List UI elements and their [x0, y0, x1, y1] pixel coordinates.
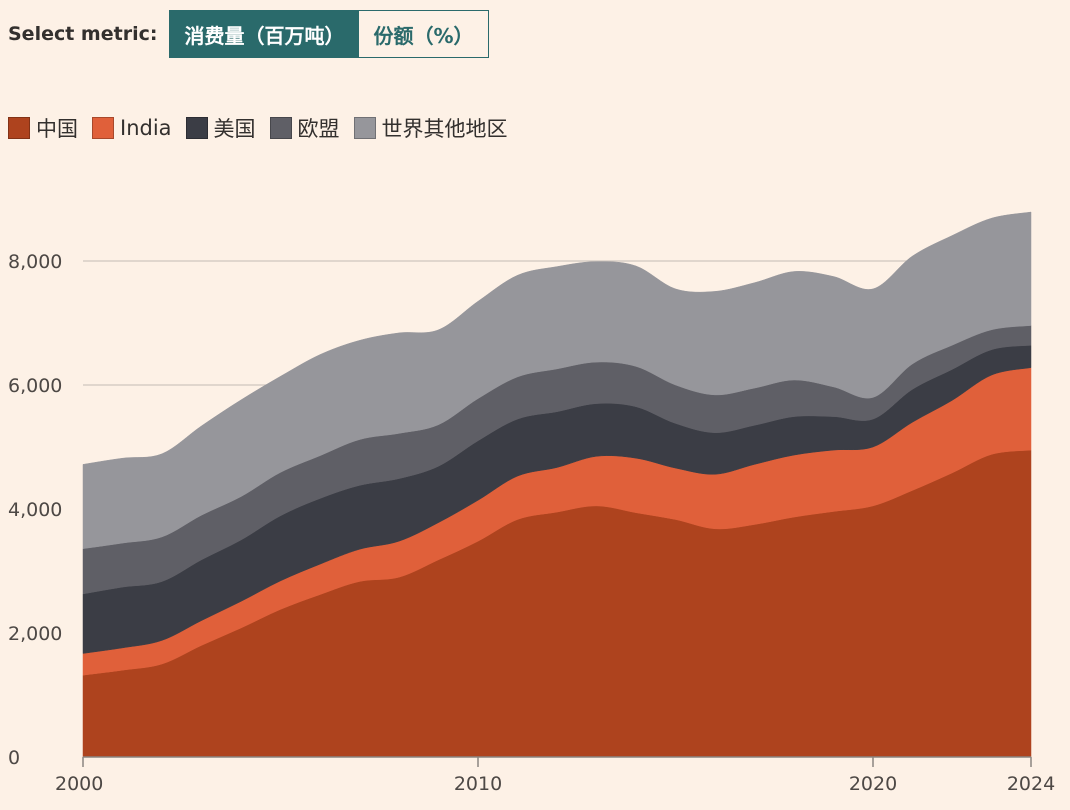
- x-tick-label: 2024: [1007, 773, 1055, 795]
- legend-item: 美国: [185, 113, 256, 143]
- y-tick-label: 2,000: [8, 623, 62, 645]
- legend-label: India: [120, 116, 172, 140]
- legend-label: 世界其他地区: [381, 117, 508, 141]
- metric-option-consumption[interactable]: 消费量（百万吨）: [169, 10, 360, 58]
- area-series-4: [82, 211, 1032, 549]
- y-tick-label: 6,000: [8, 375, 62, 397]
- legend-swatch: [269, 117, 292, 139]
- legend-item: 世界其他地区: [353, 113, 508, 143]
- x-tick-label: 2020: [849, 773, 897, 795]
- legend-swatch: [185, 117, 208, 139]
- legend-swatch: [92, 117, 114, 139]
- x-tick-label: 2010: [454, 773, 502, 795]
- legend-swatch: [8, 117, 30, 139]
- legend-swatch: [353, 117, 376, 139]
- y-tick-label: 8,000: [8, 251, 62, 273]
- legend-label: 中国: [36, 117, 78, 141]
- x-tick-label: 2000: [55, 773, 103, 795]
- chart-legend: 中国 India 美国 欧盟 世界其他地区: [8, 112, 522, 144]
- y-tick-label: 0: [8, 747, 20, 769]
- metric-option-share[interactable]: 份额（%）: [359, 10, 489, 58]
- legend-label: 美国: [213, 117, 256, 141]
- legend-label: 欧盟: [297, 117, 340, 141]
- legend-item: 中国: [8, 113, 78, 143]
- metric-selector: Select metric: 消费量（百万吨） 份额（%）: [8, 10, 489, 58]
- legend-item: India: [92, 116, 172, 140]
- metric-toggle-group: 消费量（百万吨） 份额（%）: [169, 10, 489, 58]
- y-tick-label: 4,000: [8, 499, 62, 521]
- metric-label: Select metric:: [8, 23, 158, 45]
- legend-item: 欧盟: [269, 113, 340, 143]
